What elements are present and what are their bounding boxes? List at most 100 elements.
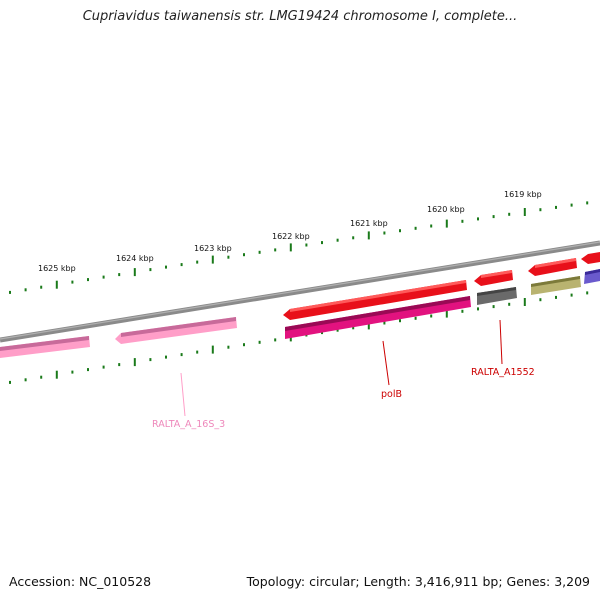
minor-tick <box>492 305 495 309</box>
major-tick <box>211 345 214 354</box>
label-leader-16S <box>180 372 186 417</box>
minor-tick <box>118 273 121 277</box>
minor-tick <box>508 302 511 306</box>
gene-forward-4[interactable] <box>581 252 600 264</box>
gene-olive[interactable] <box>531 276 581 295</box>
minor-tick <box>71 370 74 374</box>
minor-tick <box>508 212 511 216</box>
minor-tick <box>430 224 433 228</box>
gene-RALTA_A1552[interactable] <box>477 287 517 305</box>
major-tick <box>55 280 58 289</box>
major-tick <box>211 255 214 264</box>
scale-label-1619: 1619 kbp <box>504 190 542 199</box>
gene-rRNA-left[interactable] <box>0 336 90 358</box>
major-tick <box>289 243 292 252</box>
minor-tick <box>539 208 542 212</box>
minor-tick <box>227 345 230 349</box>
major-tick <box>55 370 58 379</box>
minor-tick <box>196 260 199 264</box>
minor-tick <box>336 328 339 332</box>
minor-tick <box>227 255 230 259</box>
gene-label-RALTA_A1552: RALTA_A1552 <box>471 367 535 378</box>
minor-tick <box>555 205 557 209</box>
gene-label-RALTA_A_16S_3: RALTA_A_16S_3 <box>152 419 225 430</box>
scale-label-1622: 1622 kbp <box>272 232 310 241</box>
minor-tick <box>24 288 27 292</box>
minor-tick <box>149 268 152 272</box>
gene-purple[interactable] <box>584 269 600 284</box>
minor-tick <box>321 241 323 245</box>
minor-tick <box>336 238 339 242</box>
topology-summary: Topology: circular; Length: 3,416,911 bp… <box>246 574 590 589</box>
minor-tick <box>165 265 167 269</box>
minor-tick <box>399 229 401 233</box>
gene-forward-2[interactable] <box>474 270 513 286</box>
minor-tick <box>87 278 89 282</box>
minor-tick <box>274 248 277 252</box>
gene-polB-forward[interactable] <box>283 280 467 320</box>
minor-tick <box>102 275 105 279</box>
gene-RALTA_A_16S_3[interactable] <box>115 317 237 344</box>
major-tick <box>445 219 448 228</box>
scale-label-1623: 1623 kbp <box>194 244 232 253</box>
minor-tick <box>243 343 245 347</box>
genome-backbone <box>0 240 600 343</box>
major-tick <box>133 268 136 277</box>
minor-tick <box>165 355 167 359</box>
scale-label-1625: 1625 kbp <box>38 264 76 273</box>
minor-tick <box>352 326 355 330</box>
label-leader-RALTA_A1552 <box>499 319 503 365</box>
gene-label-polB: polB <box>381 389 402 400</box>
major-tick <box>523 208 526 216</box>
minor-tick <box>383 231 386 235</box>
accession-text: Accession: NC_010528 <box>9 574 152 589</box>
minor-tick <box>87 368 89 372</box>
minor-tick <box>274 338 277 342</box>
minor-tick <box>149 358 152 362</box>
minor-tick <box>243 253 245 257</box>
major-tick <box>523 298 526 306</box>
outer-scale-ticks <box>9 201 589 294</box>
map-title: Cupriavidus taiwanensis str. LMG19424 ch… <box>82 9 518 24</box>
minor-tick <box>461 309 464 313</box>
minor-tick <box>196 350 199 354</box>
minor-tick <box>586 201 589 205</box>
minor-tick <box>180 353 183 357</box>
minor-tick <box>477 307 479 311</box>
minor-tick <box>258 250 261 254</box>
minor-tick <box>399 319 401 323</box>
minor-tick <box>305 243 308 247</box>
major-tick <box>445 309 448 318</box>
minor-tick <box>414 316 417 320</box>
scale-label-1620: 1620 kbp <box>427 205 465 214</box>
gene-forward-3[interactable] <box>528 258 577 276</box>
minor-tick <box>586 291 589 295</box>
minor-tick <box>71 280 74 284</box>
major-tick <box>133 358 136 367</box>
minor-tick <box>40 285 43 289</box>
minor-tick <box>180 263 183 267</box>
minor-tick <box>102 365 105 369</box>
minor-tick <box>539 298 542 302</box>
minor-tick <box>352 236 355 240</box>
minor-tick <box>24 378 27 382</box>
minor-tick <box>477 217 479 221</box>
minor-tick <box>118 363 121 367</box>
minor-tick <box>461 219 464 223</box>
minor-tick <box>40 375 43 379</box>
minor-tick <box>570 203 573 207</box>
minor-tick <box>9 380 11 384</box>
minor-tick <box>492 215 495 219</box>
scale-label-1624: 1624 kbp <box>116 254 154 263</box>
minor-tick <box>430 314 433 318</box>
minor-tick <box>9 290 11 294</box>
minor-tick <box>383 321 386 325</box>
minor-tick <box>258 340 261 344</box>
major-tick <box>367 231 370 240</box>
minor-tick <box>570 293 573 297</box>
minor-tick <box>414 226 417 230</box>
gene-polB[interactable] <box>285 296 471 339</box>
label-leader-polB <box>382 340 390 386</box>
minor-tick <box>555 295 557 299</box>
